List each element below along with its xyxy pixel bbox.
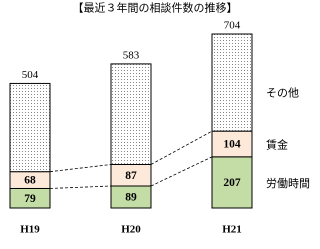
chart: 【最近３年間の相談件数の推移】 79 68 504 H19 89 87 583 H20 207 労… (9, 1, 310, 236)
connector-line (49, 185, 112, 189)
bar-segment (110, 63, 152, 165)
bar-segment (9, 82, 51, 173)
value-label: 207 (223, 177, 241, 189)
connector-line (150, 130, 213, 165)
x-tick-label: H21 (222, 224, 242, 236)
total-label: 504 (22, 69, 39, 81)
chart-title: 【最近３年間の相談件数の推移】 (73, 1, 238, 15)
bar-segment (211, 33, 253, 132)
value-label: 104 (223, 139, 241, 151)
legend-label: その他 (266, 87, 299, 100)
value-label: 87 (125, 170, 137, 182)
x-tick-label: H19 (20, 224, 40, 236)
connector-line (150, 156, 213, 187)
value-label: 68 (24, 175, 36, 187)
value-label: 89 (125, 192, 137, 204)
legend-label: 賃金 (266, 138, 288, 152)
connector-line (49, 164, 112, 173)
total-label: 704 (224, 20, 241, 32)
total-label: 583 (123, 49, 140, 61)
bar-segment (211, 156, 253, 209)
x-tick-label: H20 (121, 224, 141, 236)
legend-label: 労働時間 (266, 176, 310, 190)
value-label: 79 (24, 193, 36, 205)
